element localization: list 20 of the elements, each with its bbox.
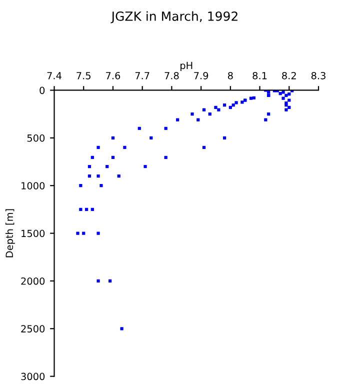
- y-tick-label: 500: [27, 134, 45, 142]
- x-tick-label: 7.6: [106, 72, 120, 80]
- y-tick-label: 1000: [22, 182, 45, 190]
- x-tick-label: 8.2: [282, 72, 296, 80]
- x-tick-label: 7.7: [135, 72, 150, 80]
- y-tick-label: 1500: [22, 230, 45, 238]
- x-tick-label: 7.5: [76, 72, 90, 80]
- chart-title: JGZK in March, 1992: [110, 11, 238, 24]
- x-tick-label: 8.1: [252, 72, 267, 80]
- x-tick-label: 8: [228, 72, 233, 80]
- y-tick-label: 0: [40, 86, 45, 94]
- x-tick-label: 7.9: [194, 72, 208, 80]
- y-tick-label: 2500: [21, 325, 45, 332]
- x-tick-label: 8.3: [311, 72, 326, 80]
- y-axis-title: Depth [m]: [6, 209, 15, 258]
- x-tick-label: 7.4: [47, 72, 62, 80]
- y-tick-label: 3000: [21, 372, 45, 380]
- y-tick-label: 2000: [21, 277, 45, 285]
- x-axis-title: pH: [180, 62, 192, 72]
- x-tick-label: 7.8: [164, 72, 179, 80]
